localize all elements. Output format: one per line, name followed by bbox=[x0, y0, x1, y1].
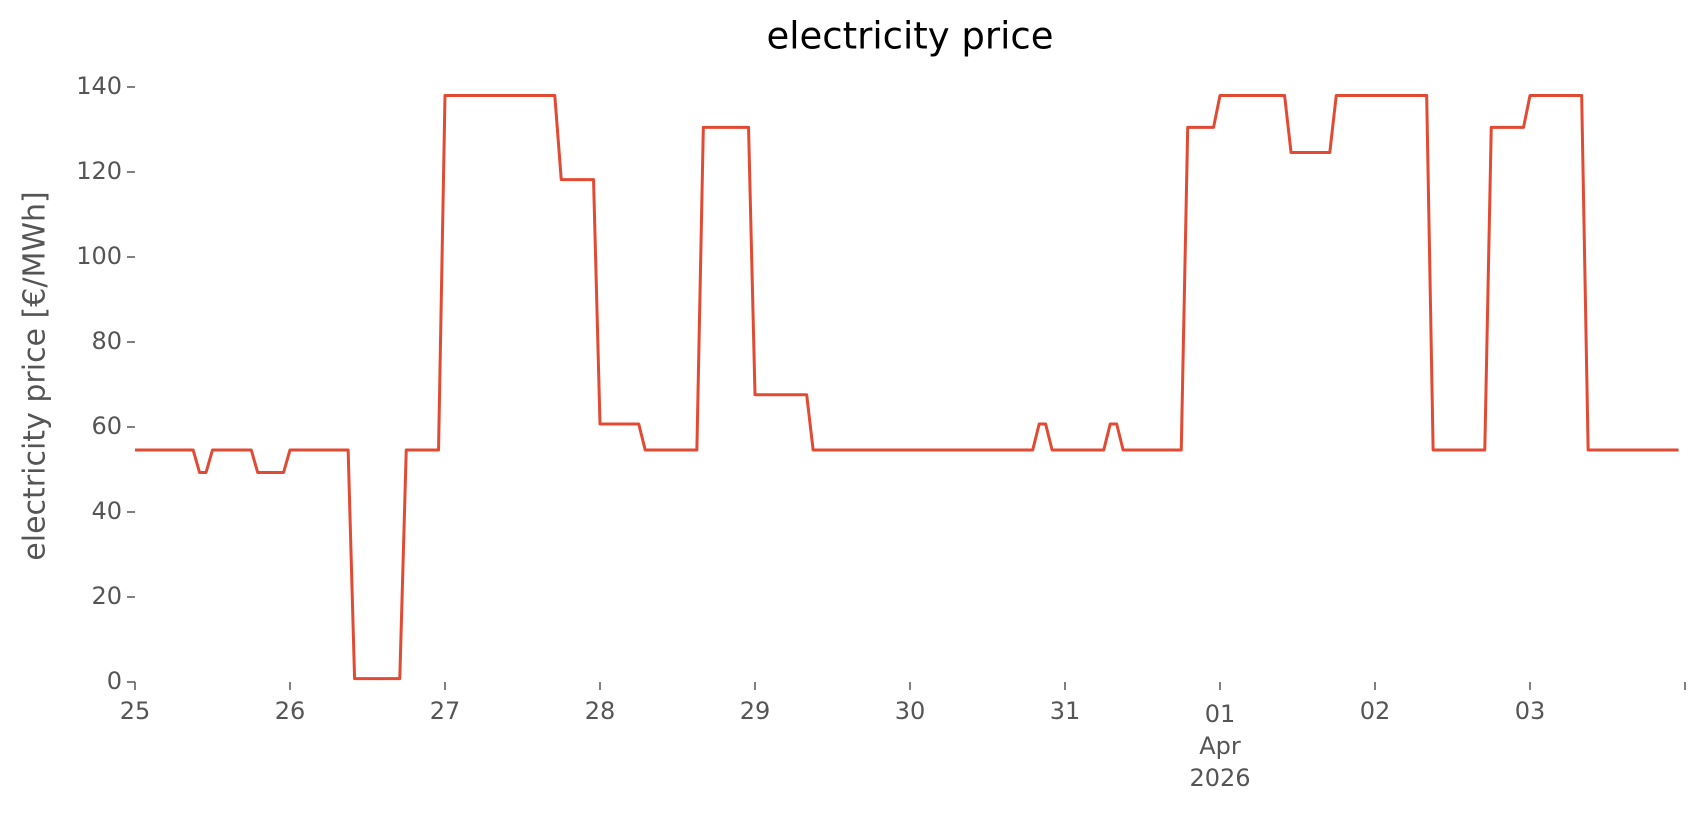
y-tick-label: 140 bbox=[76, 72, 122, 100]
x-tick-label: 03 bbox=[1515, 697, 1546, 725]
x-tick-label: Apr bbox=[1199, 732, 1241, 760]
x-tick-label: 28 bbox=[585, 697, 616, 725]
y-tick-label: 60 bbox=[91, 412, 122, 440]
y-tick-label: 80 bbox=[91, 327, 122, 355]
x-tick-label: 31 bbox=[1050, 697, 1081, 725]
x-tick-label: 25 bbox=[120, 697, 151, 725]
price-line bbox=[135, 94, 1679, 681]
x-tick-label: 29 bbox=[740, 697, 771, 725]
x-tick-label: 02 bbox=[1360, 697, 1391, 725]
y-tick-label: 120 bbox=[76, 157, 122, 185]
x-tick-label: 01 bbox=[1205, 700, 1236, 728]
y-tick-label: 0 bbox=[107, 667, 122, 695]
y-tick-label: 20 bbox=[91, 582, 122, 610]
y-axis-label: electricity price [€/MWh] bbox=[18, 191, 53, 560]
x-tick-label: 26 bbox=[275, 697, 306, 725]
x-tick-label: 27 bbox=[430, 697, 461, 725]
x-tick-label: 2026 bbox=[1189, 764, 1250, 792]
chart-title: electricity price bbox=[766, 15, 1053, 58]
x-tick-label: 30 bbox=[895, 697, 926, 725]
y-tick-label: 100 bbox=[76, 242, 122, 270]
y-tick-label: 40 bbox=[91, 497, 122, 525]
